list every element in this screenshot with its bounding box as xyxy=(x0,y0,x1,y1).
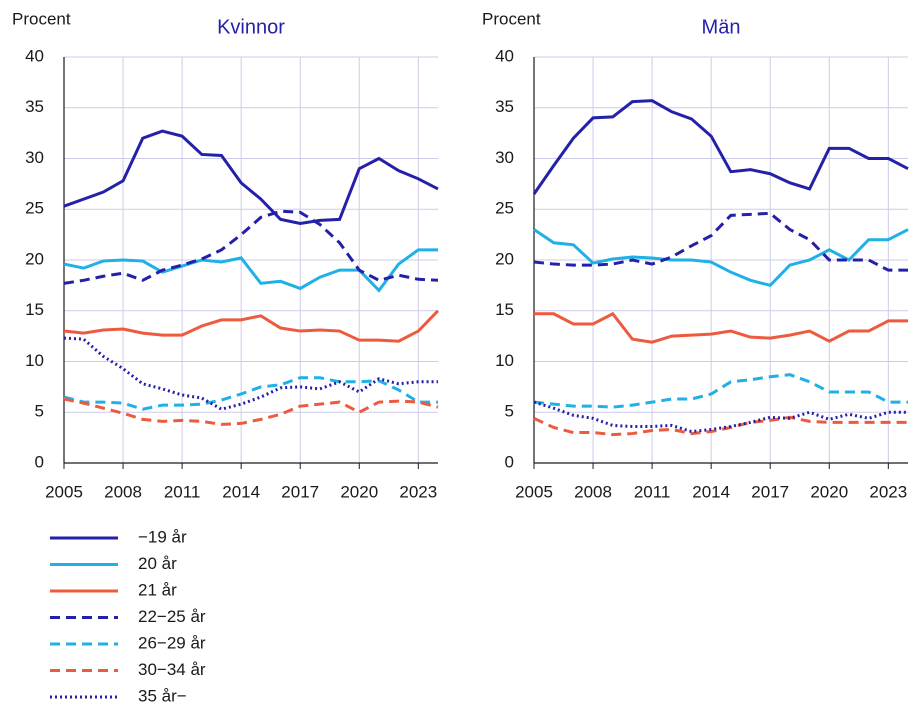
x-tick-label: 2014 xyxy=(692,482,730,501)
y-tick-label: 25 xyxy=(495,199,514,218)
x-tick-label: 2014 xyxy=(222,482,260,501)
series-line xyxy=(532,99,909,195)
x-tick-label: 2008 xyxy=(574,482,612,501)
legend-label: 22−25 år xyxy=(138,607,206,626)
series-line xyxy=(533,228,909,288)
y-tick-label: 0 xyxy=(505,452,514,471)
x-tick-label: 2023 xyxy=(399,482,437,501)
series-line xyxy=(63,309,440,343)
x-tick-label: 2020 xyxy=(810,482,848,501)
series-line xyxy=(63,129,439,225)
y-tick-label: 20 xyxy=(25,249,44,268)
x-tick-label: 2020 xyxy=(340,482,378,501)
y-tick-label: 10 xyxy=(495,351,514,370)
y-tick-label: 40 xyxy=(25,46,44,65)
chart-title: Män xyxy=(702,16,741,38)
x-tick-label: 2005 xyxy=(515,482,553,501)
y-tick-label: 20 xyxy=(495,249,514,268)
x-tick-label: 2023 xyxy=(869,482,907,501)
series-line xyxy=(533,211,908,272)
y-tick-label: 0 xyxy=(35,452,44,471)
x-tick-label: 2011 xyxy=(164,482,201,501)
series-line xyxy=(533,400,908,434)
series-line xyxy=(533,415,908,437)
y-tick-label: 35 xyxy=(495,97,514,116)
legend-label: 21 år xyxy=(138,580,177,599)
series-line xyxy=(63,397,439,426)
y-axis-label: Procent xyxy=(482,9,541,28)
y-tick-label: 40 xyxy=(495,46,514,65)
series-line xyxy=(63,336,438,411)
chart-title: Kvinnor xyxy=(217,16,285,38)
legend-label: 35 år− xyxy=(138,686,187,705)
y-axis-label: Procent xyxy=(12,9,71,28)
y-tick-label: 25 xyxy=(25,199,44,218)
x-tick-label: 2008 xyxy=(104,482,142,501)
y-tick-label: 15 xyxy=(495,300,514,319)
series-line xyxy=(534,311,908,344)
x-tick-label: 2017 xyxy=(281,482,319,501)
y-tick-label: 15 xyxy=(25,300,44,319)
series-line xyxy=(63,209,439,285)
x-tick-label: 2011 xyxy=(634,482,671,501)
y-tick-label: 30 xyxy=(495,148,514,167)
legend-label: 30−34 år xyxy=(138,660,206,679)
legend-label: 20 år xyxy=(138,554,177,573)
series-line xyxy=(63,248,438,293)
legend-label: −19 år xyxy=(138,527,187,546)
x-tick-label: 2005 xyxy=(45,482,83,501)
y-tick-label: 5 xyxy=(35,402,44,421)
y-tick-label: 10 xyxy=(25,351,44,370)
x-tick-label: 2017 xyxy=(751,482,789,501)
series-line xyxy=(63,376,438,411)
legend-label: 26−29 år xyxy=(138,633,206,652)
series-line xyxy=(533,373,908,409)
y-tick-label: 35 xyxy=(25,97,44,116)
y-tick-label: 5 xyxy=(505,402,514,421)
y-tick-label: 30 xyxy=(25,148,44,167)
